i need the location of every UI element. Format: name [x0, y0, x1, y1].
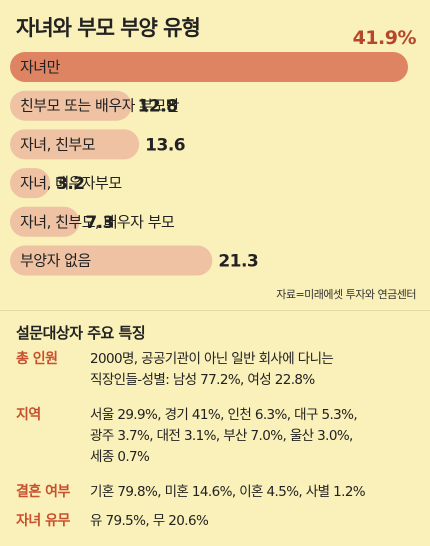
- survey-row-children: 자녀 유무 유 79.5%, 무 20.6%: [16, 511, 420, 532]
- survey-value-line: 유 79.5%, 무 20.6%: [90, 513, 209, 529]
- value-label: 12.8: [138, 97, 178, 117]
- survey-value-line: 광주 3.7%, 대전 3.1%, 부산 7.0%, 울산 3.0%,: [90, 428, 353, 444]
- category-label: 부양자 없음: [20, 252, 91, 270]
- survey-row-total: 총 인원 2000명, 공공기관이 아닌 일반 회사에 다니는 직장인들-성별:…: [16, 349, 420, 391]
- survey-value: 서울 29.9%, 경기 41%, 인천 6.3%, 대구 5.3%, 광주 3…: [90, 405, 420, 468]
- survey-row-region: 지역 서울 29.9%, 경기 41%, 인천 6.3%, 대구 5.3%, 광…: [16, 405, 420, 468]
- survey-value-line: 2000명, 공공기관이 아닌 일반 회사에 다니는: [90, 351, 334, 367]
- survey-row-marital: 결혼 여부 기혼 79.8%, 미혼 14.6%, 이혼 4.5%, 사별 1.…: [16, 482, 420, 503]
- category-label: 자녀, 친부모: [20, 135, 96, 153]
- category-label: 친부모 또는 배우자 부모만: [20, 97, 180, 115]
- chart-title: 자녀와 부모 부양 유형: [16, 16, 201, 40]
- survey-value: 2000명, 공공기관이 아닌 일반 회사에 다니는 직장인들-성별: 남성 7…: [90, 349, 420, 391]
- value-label: 3.2: [56, 174, 85, 194]
- survey-value: 기혼 79.8%, 미혼 14.6%, 이혼 4.5%, 사별 1.2%: [90, 482, 420, 503]
- category-label: 자녀만: [20, 58, 61, 76]
- bar: [10, 206, 80, 237]
- source-note: 자료=미래에셋 투자와 연금센터: [276, 288, 416, 301]
- survey-value-line: 기혼 79.8%, 미혼 14.6%, 이혼 4.5%, 사별 1.2%: [90, 484, 366, 500]
- survey-key: 총 인원: [16, 351, 58, 367]
- divider: [0, 310, 430, 311]
- category-label: 자녀, 친부모, 배우자 부모: [20, 213, 175, 231]
- survey-value: 유 79.5%, 무 20.6%: [90, 511, 420, 532]
- bar: [10, 52, 408, 82]
- value-label: 7.3: [85, 213, 114, 233]
- survey-value-line: 서울 29.9%, 경기 41%, 인천 6.3%, 대구 5.3%,: [90, 407, 358, 423]
- bar: [10, 245, 213, 276]
- survey-title: 설문대상자 주요 특징: [16, 324, 146, 342]
- category-label: 자녀, 배우자부모: [20, 174, 122, 192]
- survey-value-line: 세종 0.7%: [90, 449, 150, 465]
- survey-key: 지역: [16, 407, 41, 423]
- bar: [10, 90, 132, 121]
- value-label: 13.6: [145, 135, 185, 155]
- survey-key: 자녀 유무: [16, 513, 70, 529]
- survey-key: 결혼 여부: [16, 484, 70, 500]
- bar: [10, 129, 140, 160]
- value-label: 41.9%: [353, 27, 417, 49]
- survey-value-line: 직장인들-성별: 남성 77.2%, 여성 22.8%: [90, 372, 315, 388]
- value-label: 21.3: [218, 252, 258, 272]
- bar: [10, 168, 50, 199]
